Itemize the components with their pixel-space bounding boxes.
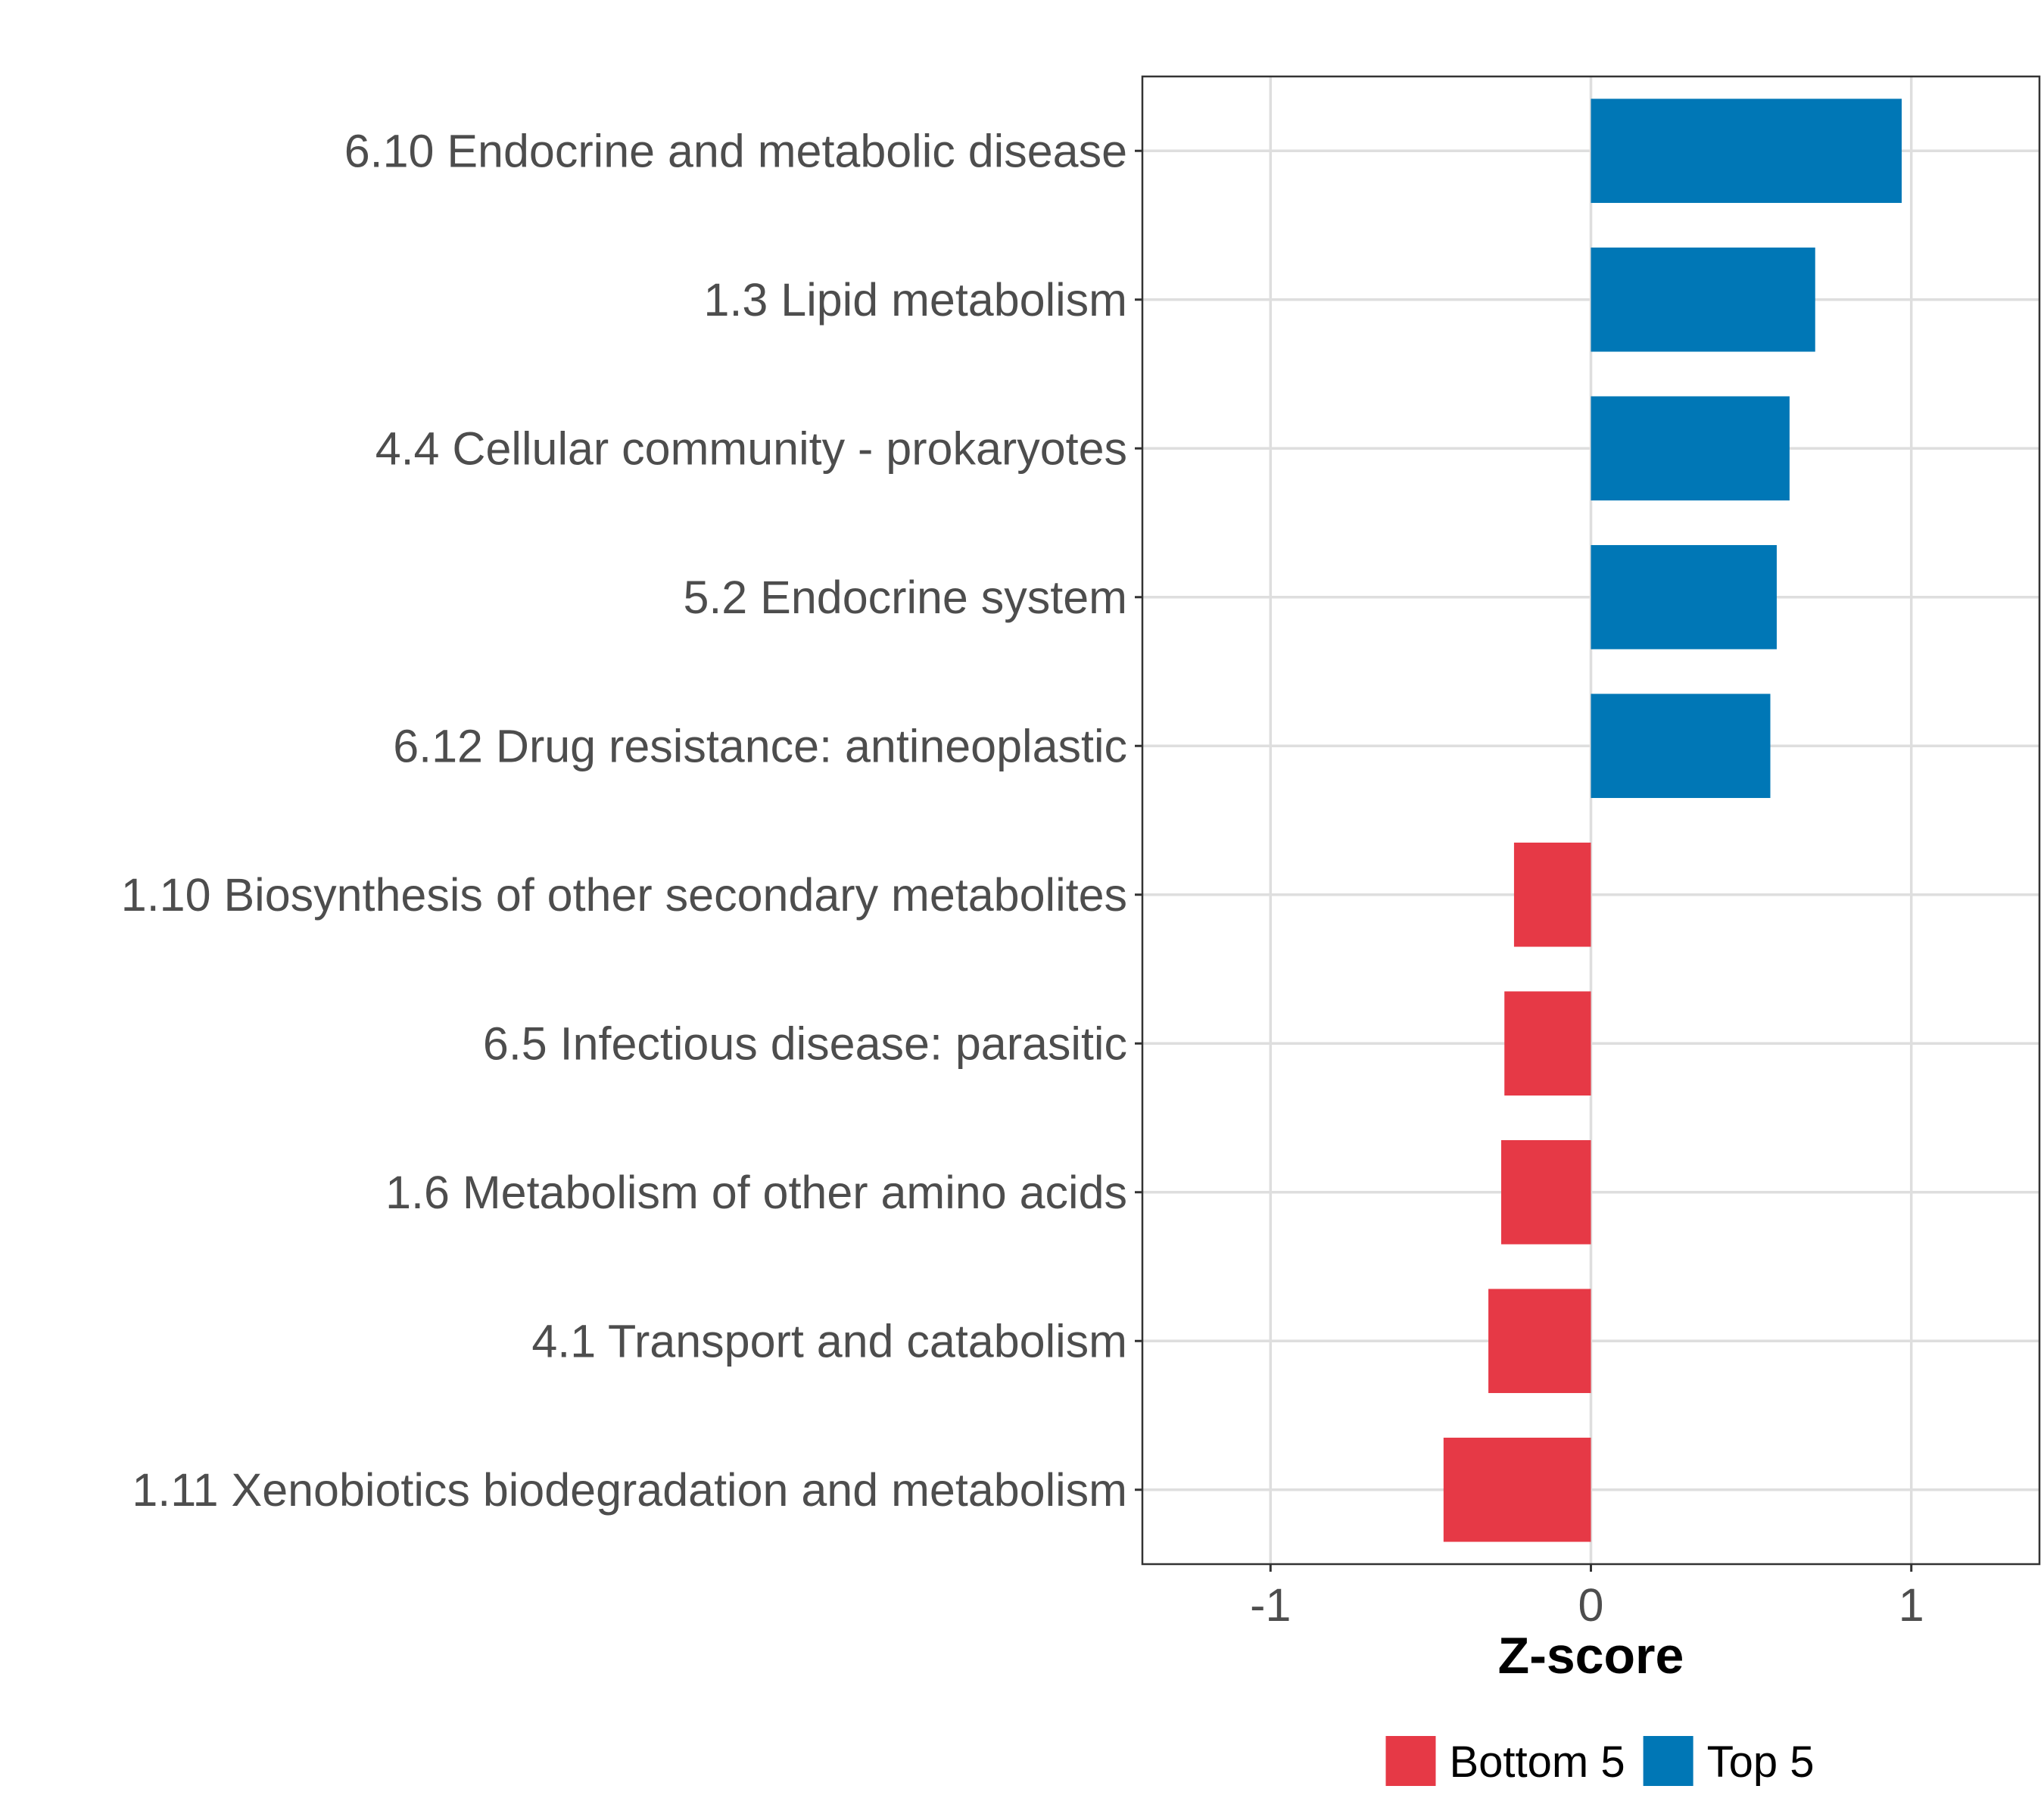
legend-label: Top 5 [1707, 1738, 1815, 1787]
bar [1591, 247, 1815, 352]
bar [1591, 396, 1790, 501]
x-axis-title: Z-score [1498, 1627, 1684, 1685]
bars [1443, 98, 1902, 1542]
bar [1591, 544, 1777, 650]
bar [1443, 1437, 1591, 1542]
legend-label: Bottom 5 [1449, 1738, 1625, 1787]
y-category-label: 1.10 Biosynthesis of other secondary met… [121, 869, 1127, 921]
x-axis-ticks: -1 0 1 [1250, 1564, 1924, 1631]
y-category-label: 6.12 Drug resistance: antineoplastic [393, 720, 1127, 771]
bar [1488, 1289, 1591, 1394]
y-category-label: 6.5 Infectious disease: parasitic [483, 1018, 1127, 1069]
x-tick-label: -1 [1250, 1579, 1291, 1631]
bar [1501, 1139, 1591, 1245]
x-tick-label: 0 [1578, 1579, 1604, 1631]
y-category-label: 5.2 Endocrine system [683, 572, 1127, 623]
y-category-label: 6.10 Endocrine and metabolic disease [344, 125, 1127, 176]
y-axis-categories: 6.10 Endocrine and metabolic disease 1.3 … [121, 125, 1142, 1516]
y-category-label: 4.1 Transport and catabolism [531, 1315, 1127, 1367]
bar [1591, 693, 1771, 799]
x-tick-label: 1 [1899, 1579, 1924, 1631]
y-category-label: 1.3 Lipid metabolism [704, 274, 1127, 326]
legend-swatch [1385, 1736, 1436, 1786]
bar [1513, 842, 1591, 947]
legend: Bottom 5 Top 5 [1385, 1736, 1815, 1787]
bar [1591, 98, 1902, 204]
y-category-label: 1.6 Metabolism of other amino acids [385, 1167, 1127, 1218]
legend-swatch [1643, 1736, 1693, 1786]
bar [1504, 991, 1591, 1096]
y-category-label: 4.4 Cellular community - prokaryotes [375, 422, 1127, 474]
y-category-label: 1.11 Xenobiotics biodegradation and meta… [132, 1464, 1127, 1516]
